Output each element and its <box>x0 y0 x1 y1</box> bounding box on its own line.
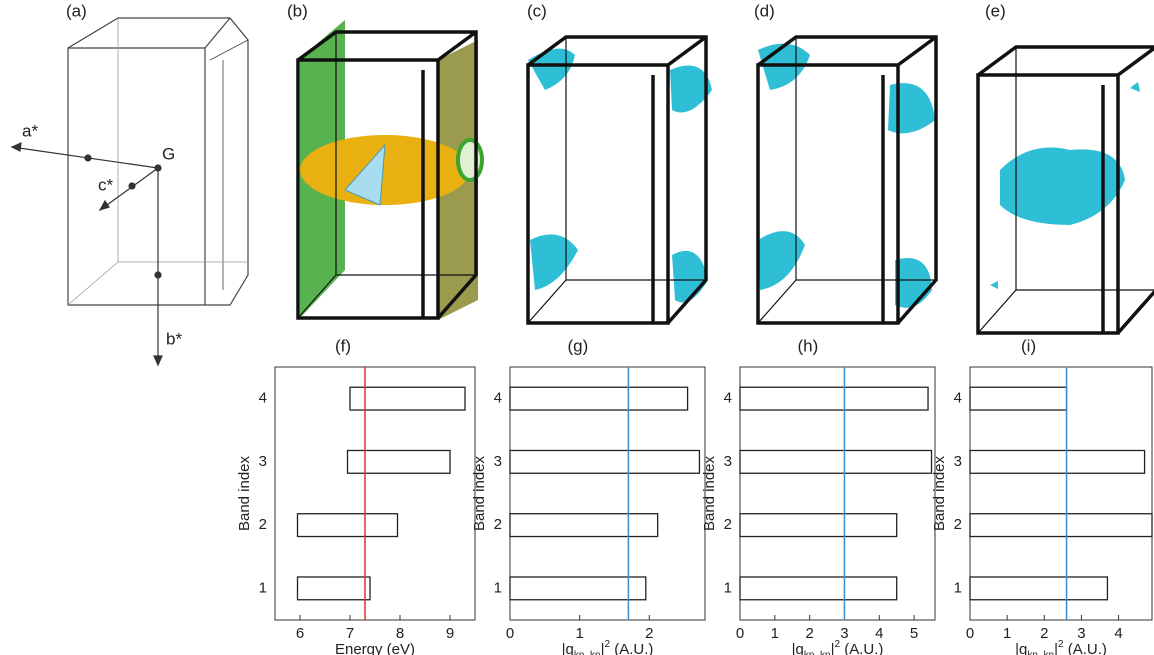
bar <box>348 450 451 473</box>
bar <box>298 514 398 537</box>
x-tick-label: 8 <box>396 625 404 642</box>
y-tick-label: 2 <box>494 516 502 533</box>
x-tick-label: 2 <box>1040 625 1048 642</box>
bar <box>970 514 1152 537</box>
panel-label: (f) <box>335 336 351 355</box>
panel-label: (e) <box>985 1 1006 20</box>
x-axis-label: Energy (eV) <box>335 641 415 655</box>
axis-label: c* <box>98 175 114 194</box>
y-tick-label: 2 <box>954 516 962 533</box>
panel-label: (g) <box>568 336 589 355</box>
x-tick-label: 0 <box>736 625 744 642</box>
y-tick-label: 4 <box>259 390 267 407</box>
panel-label: (d) <box>754 1 775 20</box>
y-tick-label: 2 <box>724 516 732 533</box>
y-tick-label: 1 <box>494 579 502 596</box>
x-axis-label-part: Energy (eV) <box>335 641 415 655</box>
axis-label: G <box>162 144 175 163</box>
panel-label: (i) <box>1021 336 1036 355</box>
x-axis-label-part: (A.U.) <box>610 641 653 655</box>
panel-label: (h) <box>798 336 819 355</box>
x-tick-label: 3 <box>1077 625 1085 642</box>
x-axis-label-part: (A.U.) <box>1064 641 1107 655</box>
axis-label: b* <box>166 329 182 348</box>
x-tick-label: 6 <box>296 625 304 642</box>
bar <box>350 387 465 410</box>
x-tick-label: 1 <box>575 625 583 642</box>
bar <box>510 514 658 537</box>
x-axis-label-part: |g <box>792 641 804 655</box>
panel-label: (a) <box>66 1 87 20</box>
x-tick-label: 1 <box>1003 625 1011 642</box>
y-tick-label: 4 <box>724 390 732 407</box>
plot-frame <box>740 367 935 620</box>
y-axis-label: Band index <box>931 455 948 531</box>
x-tick-label: 4 <box>875 625 883 642</box>
x-tick-label: 2 <box>645 625 653 642</box>
x-axis-label-part: |g <box>562 641 574 655</box>
axis-label: a* <box>22 121 38 140</box>
x-axis-label-part: |g <box>1015 641 1027 655</box>
x-tick-label: 9 <box>446 625 454 642</box>
y-axis-label: Band index <box>471 455 488 531</box>
bar <box>740 387 928 410</box>
x-axis-label: |gkn, kn|2 (A.U.) <box>1015 639 1107 655</box>
y-tick-label: 3 <box>724 453 732 470</box>
panel-label: (b) <box>287 1 308 20</box>
bar <box>970 577 1107 600</box>
y-tick-label: 4 <box>954 390 962 407</box>
y-tick-label: 2 <box>259 516 267 533</box>
plot-frame <box>275 367 475 620</box>
reciprocal-axes <box>12 143 162 365</box>
bar <box>510 577 646 600</box>
plot-frame <box>510 367 705 620</box>
plot-frame <box>970 367 1152 620</box>
y-axis-label: Band index <box>236 455 253 531</box>
bar <box>740 514 897 537</box>
x-tick-label: 5 <box>910 625 918 642</box>
x-tick-label: 3 <box>840 625 848 642</box>
x-tick-label: 0 <box>506 625 514 642</box>
y-tick-label: 1 <box>954 579 962 596</box>
y-tick-label: 3 <box>259 453 267 470</box>
x-tick-label: 0 <box>966 625 974 642</box>
x-axis-label-part: kn, kn <box>574 650 601 655</box>
y-tick-label: 1 <box>724 579 732 596</box>
bar <box>298 577 371 600</box>
bar <box>970 387 1067 410</box>
y-axis-label: Band index <box>701 455 718 531</box>
y-tick-label: 4 <box>494 390 502 407</box>
bar <box>970 450 1145 473</box>
bar <box>740 577 897 600</box>
x-axis-label-part: kn, kn <box>1027 650 1054 655</box>
panel-label: (c) <box>527 1 547 20</box>
x-axis-label-part: (A.U.) <box>840 641 883 655</box>
x-tick-label: 7 <box>346 625 354 642</box>
x-tick-label: 2 <box>805 625 813 642</box>
x-axis-label-part: kn, kn <box>804 650 831 655</box>
bar <box>510 387 688 410</box>
x-tick-label: 4 <box>1114 625 1122 642</box>
y-tick-label: 1 <box>259 579 267 596</box>
y-tick-label: 3 <box>494 453 502 470</box>
x-tick-label: 1 <box>771 625 779 642</box>
bar <box>740 450 932 473</box>
bar <box>510 450 699 473</box>
y-tick-label: 3 <box>954 453 962 470</box>
figure: a* b* c* G (a) (b) (c) (d) (e) (f) 6 7 8 9 En… <box>0 0 1154 655</box>
